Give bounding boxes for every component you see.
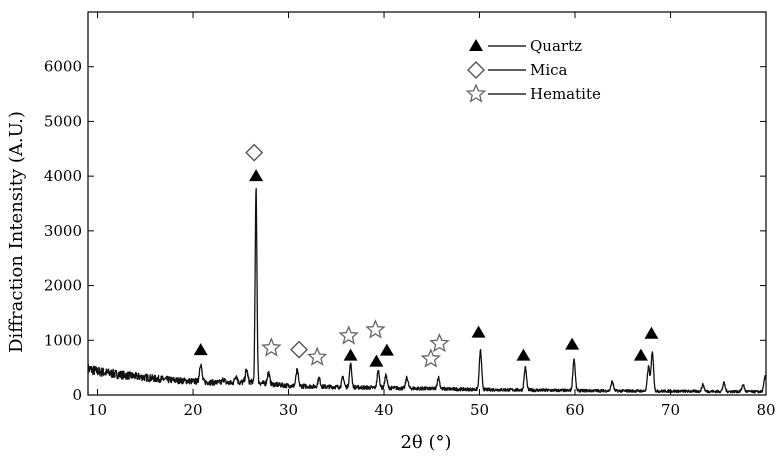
traces — [87, 187, 767, 394]
legend-hematite-marker — [465, 83, 487, 103]
hematite-marker — [420, 348, 442, 368]
x-tick-label: 60 — [565, 401, 584, 419]
y-axis-title: Diffraction Intensity (A.U.) — [6, 111, 27, 353]
quartz-marker — [379, 343, 394, 356]
peak-markers — [193, 143, 659, 368]
hematite-marker — [338, 325, 359, 345]
legend-label: Mica — [530, 61, 568, 79]
x-tick-label: 30 — [279, 401, 298, 419]
legend: Quartz Mica Hematite — [465, 37, 601, 103]
quartz-marker — [343, 348, 358, 361]
y-tick-label: 1000 — [44, 331, 82, 349]
quartz-marker — [471, 325, 486, 338]
quartz-marker — [249, 169, 264, 182]
legend-quartz-marker — [469, 39, 483, 51]
hematite-marker — [429, 332, 450, 353]
x-tick-label: 50 — [470, 401, 489, 419]
hematite-marker — [261, 337, 282, 357]
ticks: 10 20 30 40 50 60 70 80 0 1000 2000 3000 4000 5000 600… — [44, 12, 776, 419]
x-tick-label: 10 — [88, 401, 107, 419]
axes — [87, 11, 767, 396]
quartz-marker — [193, 343, 208, 356]
y-tick-label: 0 — [72, 386, 82, 404]
legend-label: Quartz — [530, 37, 582, 55]
mica-marker — [245, 143, 264, 162]
x-tick-label: 70 — [661, 401, 680, 419]
plot-frame — [87, 11, 767, 396]
x-tick-label: 40 — [374, 401, 393, 419]
legend-label: Hematite — [530, 85, 601, 103]
quartz-marker — [369, 354, 384, 367]
mica-marker — [290, 340, 309, 359]
hematite-marker — [365, 319, 386, 339]
x-tick-label: 20 — [183, 401, 202, 419]
quartz-marker — [644, 326, 659, 339]
quartz-marker — [633, 348, 648, 361]
y-tick-label: 6000 — [44, 58, 82, 76]
legend-mica-marker — [467, 61, 485, 79]
y-tick-label: 4000 — [44, 167, 82, 185]
hematite-marker — [306, 346, 328, 366]
x-tick-label: 80 — [756, 401, 775, 419]
quartz-marker — [565, 337, 580, 350]
y-tick-label: 5000 — [44, 112, 82, 130]
y-tick-label: 3000 — [44, 222, 82, 240]
diffraction-trace — [87, 187, 767, 394]
y-tick-label: 2000 — [44, 277, 82, 295]
quartz-marker — [516, 348, 531, 361]
x-axis-title: 2θ (°) — [400, 432, 451, 453]
